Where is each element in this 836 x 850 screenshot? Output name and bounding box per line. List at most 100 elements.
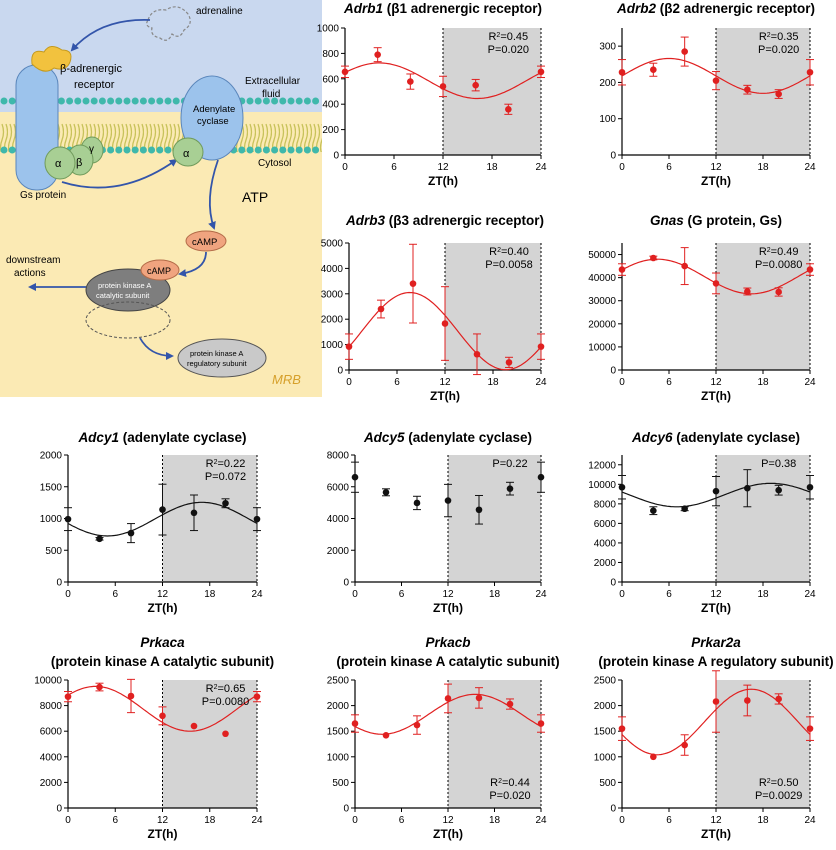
lipid-head	[107, 97, 115, 105]
x-tick-label: 24	[535, 377, 547, 388]
x-tick-label: 24	[251, 815, 263, 826]
data-point	[413, 499, 421, 507]
chart-title: Prkar2a	[691, 635, 741, 650]
x-tick-label: 12	[157, 589, 169, 600]
gene-name: Prkaca	[140, 635, 185, 650]
stat-superscript: 2	[214, 684, 218, 691]
lipid-head	[115, 146, 123, 154]
data-point	[537, 343, 545, 350]
data-point	[505, 105, 512, 113]
x-tick-label: 6	[666, 377, 672, 388]
y-tick-label: 300	[599, 42, 616, 53]
x-tick-label: 0	[352, 815, 358, 826]
gene-description: (adenylate cyclase)	[404, 430, 532, 445]
data-point	[618, 266, 626, 273]
data-point	[775, 695, 782, 703]
y-tick-label: 0	[56, 578, 62, 589]
receptor-label-line2: receptor	[74, 79, 115, 91]
stat-r: R	[489, 246, 497, 258]
x-tick-label: 24	[535, 589, 547, 600]
x-tick-label: 6	[112, 589, 118, 600]
stat-r: R	[759, 246, 767, 258]
data-point	[806, 266, 814, 273]
y-tick-label: 200	[599, 78, 616, 89]
gene-name: Adrb3	[345, 213, 385, 228]
gene-name: Prkar2a	[691, 635, 741, 650]
data-point	[712, 280, 720, 287]
camp-bound-label: cAMP	[147, 266, 171, 276]
lipid-head	[139, 97, 147, 105]
data-point	[382, 731, 390, 739]
data-point	[744, 484, 751, 492]
data-point	[409, 280, 417, 287]
chart-title: Adrb1 (β1 adrenergic receptor)	[343, 1, 542, 16]
y-tick-label: 600	[322, 74, 339, 85]
stat-text: R2=0.22	[206, 458, 246, 470]
y-tick-label: 1500	[327, 727, 350, 738]
data-point	[537, 720, 545, 727]
y-tick-label: 1000	[317, 24, 340, 35]
receptor-label-line1: β-adrenergic	[60, 63, 122, 75]
y-tick-label: 1500	[40, 482, 63, 493]
y-tick-label: 3000	[321, 289, 344, 300]
lipid-head	[90, 97, 98, 105]
camp-bound	[140, 259, 180, 281]
stat-text: P=0.0080	[755, 259, 802, 271]
x-tick-label: 6	[394, 377, 400, 388]
data-point	[444, 695, 452, 702]
y-tick-label: 400	[322, 100, 339, 111]
x-axis-label: ZT(h)	[433, 601, 463, 615]
adenylate-cyclase-body	[180, 75, 244, 161]
data-point	[127, 692, 135, 700]
x-tick-label: 18	[487, 377, 499, 388]
data-point	[382, 489, 390, 496]
stat-r: R	[490, 777, 498, 789]
data-point	[441, 320, 449, 327]
dark-phase-shading	[448, 680, 541, 808]
y-tick-label: 40000	[588, 273, 616, 284]
gene-name: Adrb1	[343, 1, 383, 16]
chart-title: Prkacb	[425, 635, 470, 650]
x-tick-label: 12	[437, 162, 449, 173]
stat-r: R	[759, 31, 767, 43]
data-point	[190, 722, 198, 730]
downstream-label-line1: downstream	[6, 255, 60, 266]
y-tick-label: 2000	[594, 558, 617, 569]
lipid-head	[303, 146, 311, 154]
atp-arrow	[208, 159, 219, 230]
lipid-head	[287, 97, 295, 105]
data-point	[222, 499, 229, 507]
data-point	[222, 730, 229, 738]
adenylate-label-line2: cyclase	[197, 116, 229, 127]
stat-value: =0.22	[218, 458, 246, 470]
x-tick-label: 24	[804, 162, 816, 173]
y-tick-label: 2000	[594, 701, 617, 712]
y-tick-label: 100	[599, 114, 616, 125]
stat-text: P=0.020	[488, 44, 529, 56]
data-point	[351, 720, 359, 727]
y-tick-label: 5000	[321, 239, 344, 250]
x-tick-label: 0	[619, 162, 625, 173]
x-tick-label: 0	[619, 589, 625, 600]
data-point	[505, 359, 513, 366]
data-point	[681, 48, 688, 55]
x-axis-label: ZT(h)	[701, 827, 731, 841]
lipid-head	[254, 97, 262, 105]
x-tick-label: 0	[342, 162, 348, 173]
stat-superscript: 2	[497, 247, 501, 254]
x-tick-label: 24	[804, 815, 816, 826]
data-point	[253, 693, 261, 700]
x-tick-label: 6	[666, 162, 672, 173]
data-point	[806, 483, 814, 491]
lipid-head	[131, 97, 139, 105]
data-point	[650, 753, 657, 761]
y-tick-label: 6000	[40, 727, 63, 738]
lipid-head	[246, 97, 254, 105]
y-tick-label: 2000	[40, 778, 63, 789]
gene-name: Prkacb	[425, 635, 470, 650]
data-point	[96, 683, 103, 691]
data-point	[190, 509, 198, 517]
dark-phase-shading	[716, 243, 810, 370]
x-axis-label: ZT(h)	[701, 601, 731, 615]
